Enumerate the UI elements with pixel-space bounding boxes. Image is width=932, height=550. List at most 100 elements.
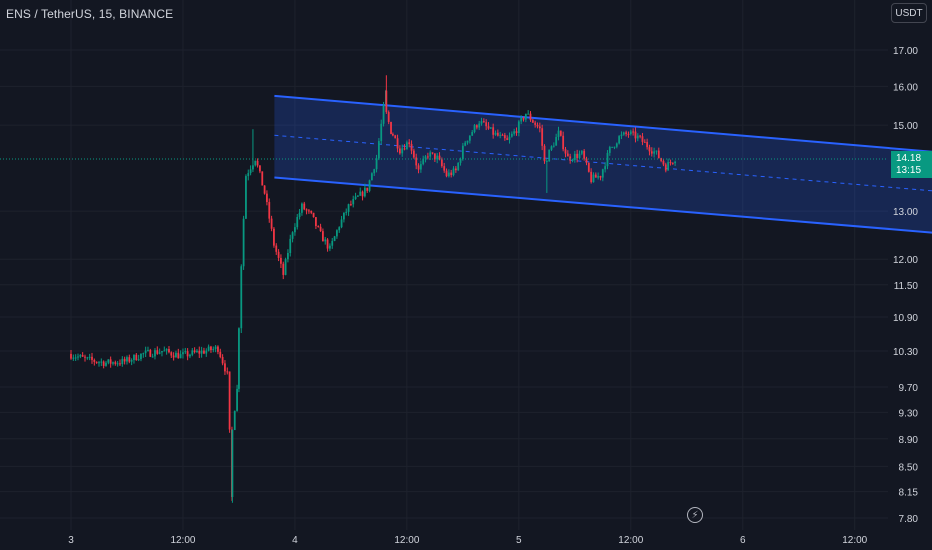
channel-median-line[interactable] bbox=[274, 134, 932, 193]
candle-body bbox=[233, 410, 236, 431]
candle-body bbox=[618, 136, 621, 144]
candle-body bbox=[485, 122, 488, 127]
candle-body bbox=[401, 148, 404, 154]
candle-body bbox=[363, 187, 366, 197]
candle-body bbox=[590, 171, 593, 183]
candle-body bbox=[340, 219, 343, 228]
candle-body bbox=[636, 135, 639, 139]
candle-body bbox=[112, 362, 114, 364]
candle-body bbox=[599, 176, 602, 178]
candle-body bbox=[410, 144, 413, 151]
price-tick-label: 8.15 bbox=[899, 488, 919, 499]
candle-body bbox=[457, 162, 460, 171]
candle-body bbox=[450, 172, 453, 176]
candle-body bbox=[417, 165, 420, 170]
candle-body bbox=[422, 158, 425, 165]
candle-body bbox=[81, 355, 84, 357]
candle-body bbox=[527, 113, 530, 115]
candle-body bbox=[564, 149, 567, 154]
candle-body bbox=[503, 135, 506, 139]
candle-body bbox=[520, 117, 523, 122]
candle-body bbox=[611, 146, 614, 148]
candle-body bbox=[114, 362, 117, 364]
candle-body bbox=[538, 126, 541, 129]
candle-body bbox=[508, 136, 511, 140]
candle-body bbox=[594, 174, 597, 178]
candle-body bbox=[259, 165, 261, 172]
candle-body bbox=[242, 218, 245, 267]
candle-body bbox=[198, 350, 201, 354]
candle-body bbox=[336, 230, 338, 237]
candle-body bbox=[324, 239, 327, 242]
candle-body bbox=[534, 122, 537, 125]
candle-body bbox=[315, 217, 317, 226]
time-tick-label: 12:00 bbox=[842, 535, 867, 546]
candle-body bbox=[224, 363, 226, 372]
candle-body bbox=[478, 123, 481, 128]
candle-body bbox=[513, 131, 516, 134]
candle-body bbox=[396, 138, 399, 149]
lightning-bolt-icon[interactable]: ⚡ bbox=[687, 507, 703, 523]
candle-body bbox=[212, 348, 215, 351]
candle-body bbox=[660, 158, 663, 161]
candle-body bbox=[140, 353, 142, 360]
candle-body bbox=[263, 185, 266, 194]
candle-body bbox=[291, 232, 294, 239]
candle-body bbox=[443, 166, 446, 171]
time-axis[interactable]: 3 12:00 4 12:00 5 12:00 6 12:00 bbox=[68, 535, 867, 546]
candle-body bbox=[301, 203, 303, 213]
candle-body bbox=[380, 123, 383, 142]
candle-body bbox=[296, 217, 299, 228]
candle-body bbox=[573, 153, 576, 160]
channel-lower-line[interactable] bbox=[274, 176, 932, 234]
candle-body bbox=[322, 231, 324, 242]
candle-body bbox=[419, 164, 422, 170]
symbol-title[interactable]: ENS / TetherUS, 15, BINANCE bbox=[6, 7, 174, 21]
candle-body bbox=[144, 350, 147, 354]
candle-body bbox=[177, 352, 180, 359]
candle-body bbox=[552, 145, 555, 147]
candle-body bbox=[550, 146, 553, 150]
price-axis[interactable]: 17.00 16.00 15.00 13.00 12.00 11.50 10.90 10.30… bbox=[893, 46, 918, 525]
candle-body bbox=[489, 127, 492, 129]
candle-body bbox=[200, 350, 203, 354]
candle-body bbox=[648, 147, 651, 152]
candle-body bbox=[475, 125, 478, 128]
candle-body bbox=[440, 159, 443, 167]
candle-body bbox=[102, 361, 105, 366]
candle-body bbox=[203, 350, 205, 354]
candle-body bbox=[240, 266, 243, 329]
candle-body bbox=[541, 128, 544, 146]
candle-body bbox=[133, 354, 135, 361]
candle-body bbox=[571, 159, 574, 161]
candle-body bbox=[391, 133, 394, 136]
candle-body bbox=[84, 356, 86, 358]
candle-body bbox=[531, 120, 534, 123]
candle-body bbox=[555, 137, 558, 146]
candle-body bbox=[643, 141, 646, 143]
candle-body bbox=[158, 352, 161, 354]
candle-body bbox=[261, 171, 264, 186]
currency-button[interactable]: USDT bbox=[891, 3, 927, 23]
candle-body bbox=[385, 90, 388, 113]
candle-body bbox=[193, 350, 196, 353]
candle-body bbox=[625, 132, 628, 134]
parallel-channel[interactable] bbox=[274, 94, 932, 235]
channel-upper-line[interactable] bbox=[274, 94, 932, 154]
candle-body bbox=[289, 238, 292, 254]
candle-body bbox=[107, 359, 110, 363]
price-tick-label: 15.00 bbox=[893, 121, 918, 132]
candle-body bbox=[270, 218, 273, 229]
candle-body bbox=[91, 356, 93, 360]
candle-body bbox=[604, 166, 607, 170]
candle-body bbox=[210, 346, 212, 351]
candle-body bbox=[275, 245, 278, 252]
candle-body bbox=[231, 430, 234, 498]
candle-body bbox=[137, 359, 140, 361]
candle-body bbox=[168, 348, 170, 353]
candle-body bbox=[664, 164, 667, 171]
candle-body bbox=[653, 151, 656, 154]
candle-body bbox=[459, 159, 462, 163]
candle-body bbox=[671, 162, 674, 164]
